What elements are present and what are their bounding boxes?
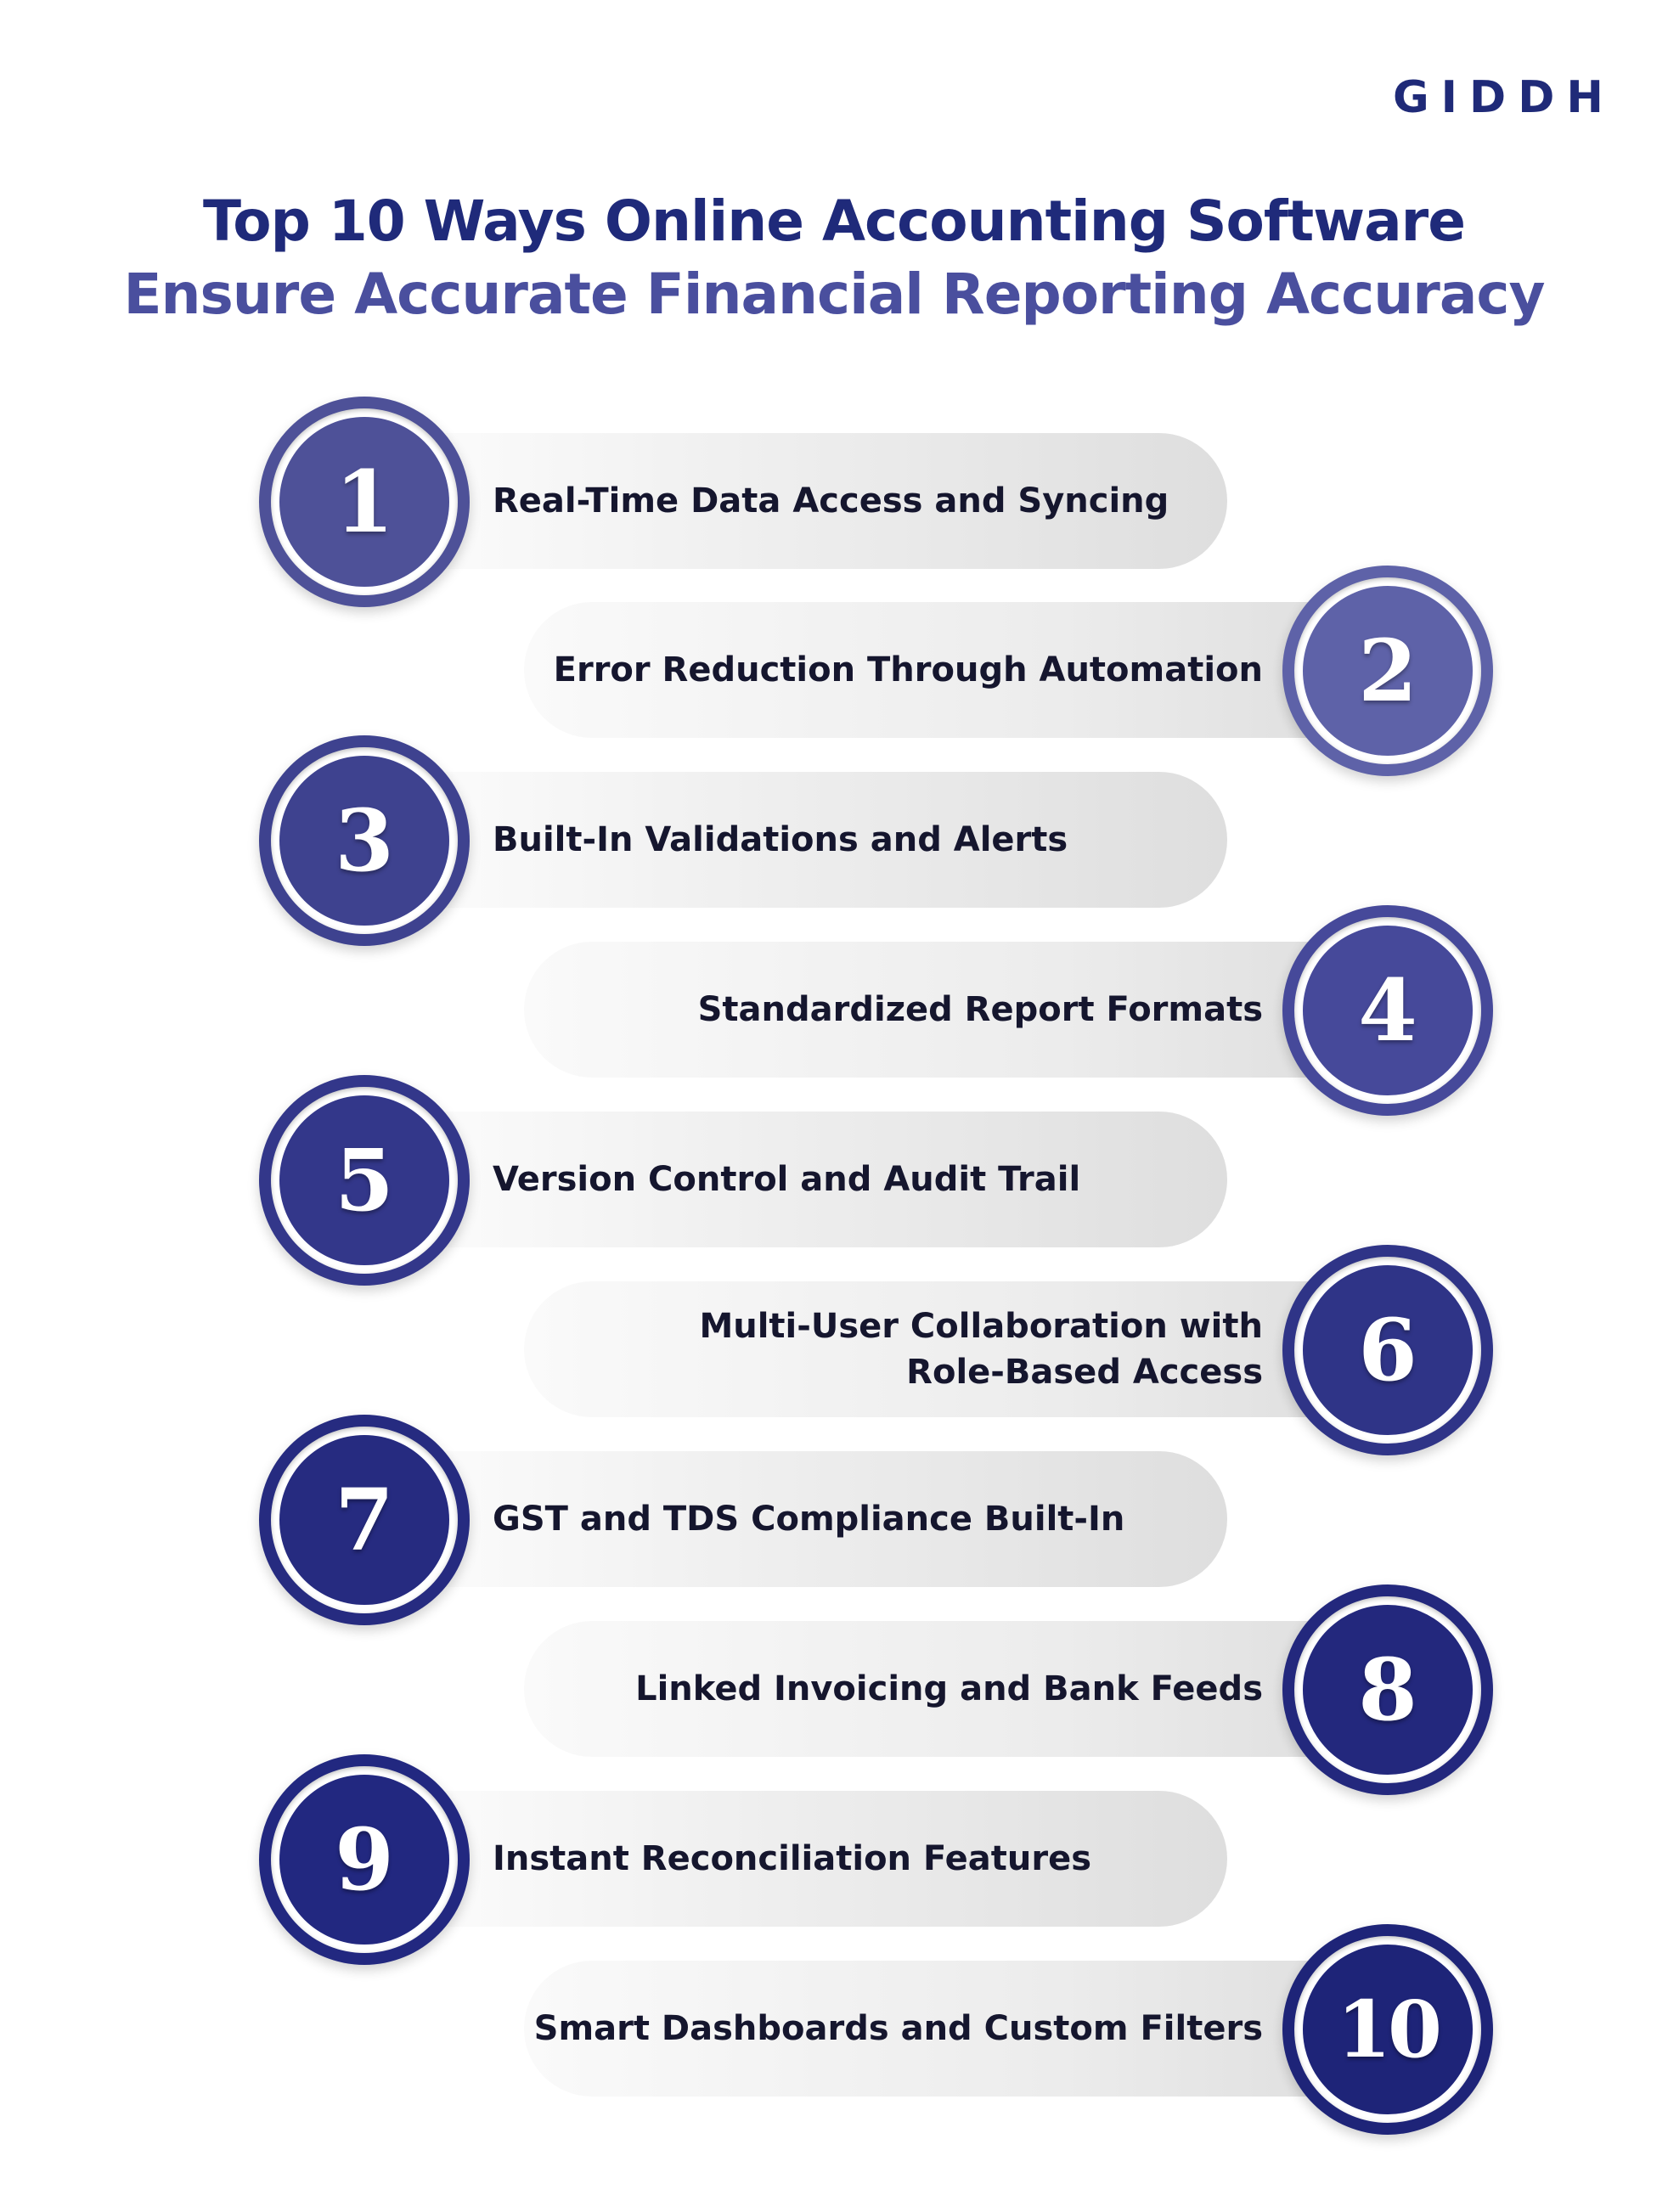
item-1-pill: Real-Time Data Access and Syncing bbox=[340, 433, 1227, 569]
item-10-number: 10 bbox=[1303, 1945, 1473, 2114]
item-8-label: Linked Invoicing and Bank Feeds bbox=[635, 1669, 1263, 1708]
item-4-number: 4 bbox=[1303, 926, 1473, 1095]
item-1-badge: 1 bbox=[259, 397, 470, 607]
item-7-pill: GST and TDS Compliance Built-In bbox=[340, 1451, 1227, 1587]
item-9-pill: Instant Reconciliation Features bbox=[340, 1791, 1227, 1927]
item-3-badge: 3 bbox=[259, 735, 470, 946]
item-1-label: Real-Time Data Access and Syncing bbox=[493, 481, 1169, 521]
item-6-number: 6 bbox=[1303, 1265, 1473, 1435]
item-9-number: 9 bbox=[279, 1775, 449, 1945]
item-5-badge: 5 bbox=[259, 1075, 470, 1286]
item-2-number: 2 bbox=[1303, 586, 1473, 756]
item-7-badge: 7 bbox=[259, 1415, 470, 1625]
item-6-pill: Multi-User Collaboration with Role-Based… bbox=[524, 1281, 1416, 1417]
page-title-line-1: Top 10 Ways Online Accounting Software bbox=[203, 189, 1466, 254]
item-6-label-line-2: Role-Based Access bbox=[906, 1353, 1263, 1392]
item-4-badge: 4 bbox=[1282, 905, 1493, 1116]
page-title-line-2: Ensure Accurate Financial Reporting Accu… bbox=[123, 262, 1545, 327]
item-8-pill: Linked Invoicing and Bank Feeds bbox=[524, 1621, 1416, 1757]
item-8-number: 8 bbox=[1303, 1605, 1473, 1775]
item-7-label: GST and TDS Compliance Built-In bbox=[493, 1500, 1125, 1539]
item-9-label: Instant Reconciliation Features bbox=[493, 1839, 1092, 1878]
item-3-label: Built-In Validations and Alerts bbox=[493, 820, 1068, 859]
item-4-label: Standardized Report Formats bbox=[697, 990, 1263, 1029]
item-5-number: 5 bbox=[279, 1095, 449, 1265]
giddh-logo: GIDDH bbox=[1393, 72, 1615, 123]
item-4-pill: Standardized Report Formats bbox=[524, 942, 1416, 1078]
item-10-label: Smart Dashboards and Custom Filters bbox=[533, 2009, 1263, 2048]
item-3-pill: Built-In Validations and Alerts bbox=[340, 772, 1227, 908]
item-2-badge: 2 bbox=[1282, 566, 1493, 776]
item-2-pill: Error Reduction Through Automation bbox=[524, 602, 1416, 738]
item-3-number: 3 bbox=[279, 756, 449, 926]
item-5-label: Version Control and Audit Trail bbox=[493, 1160, 1081, 1199]
item-9-badge: 9 bbox=[259, 1754, 470, 1965]
item-6-label-line-1: Multi-User Collaboration with bbox=[699, 1307, 1263, 1346]
item-2-label: Error Reduction Through Automation bbox=[553, 650, 1263, 689]
item-1-number: 1 bbox=[279, 417, 449, 587]
item-7-number: 7 bbox=[279, 1435, 449, 1605]
item-8-badge: 8 bbox=[1282, 1584, 1493, 1795]
item-6-badge: 6 bbox=[1282, 1245, 1493, 1455]
item-10-badge: 10 bbox=[1282, 1924, 1493, 2135]
item-10-pill: Smart Dashboards and Custom Filters bbox=[524, 1961, 1416, 2097]
item-5-pill: Version Control and Audit Trail bbox=[340, 1112, 1227, 1247]
